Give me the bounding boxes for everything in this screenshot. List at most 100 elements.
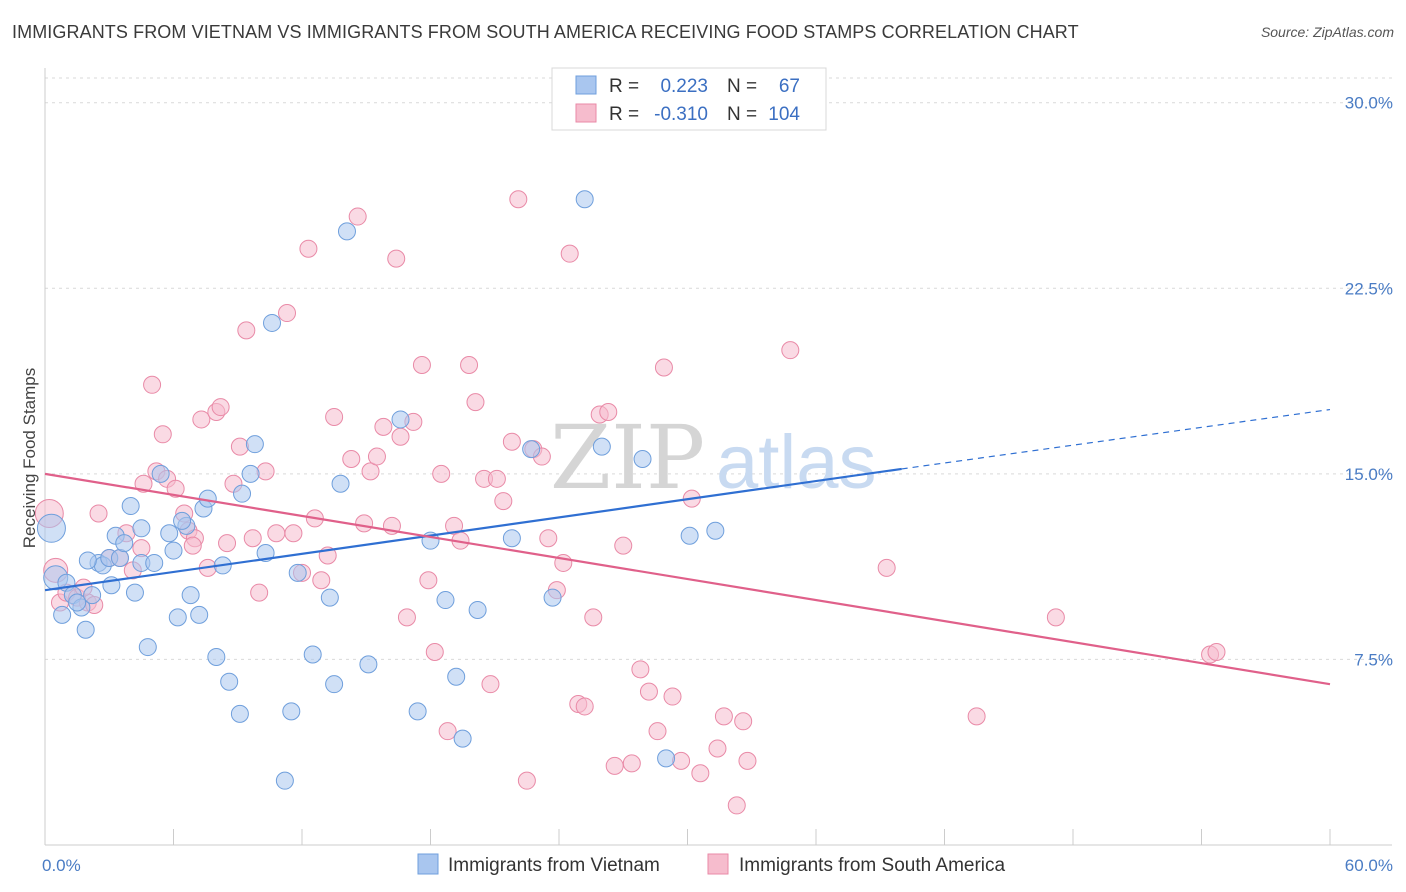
data-point	[412, 356, 431, 375]
data-point	[164, 541, 183, 560]
grid-lines	[45, 77, 1392, 660]
data-point	[967, 707, 986, 726]
data-point	[53, 605, 72, 624]
data-point	[337, 222, 356, 241]
data-point	[348, 207, 367, 226]
data-point	[83, 586, 102, 605]
data-point	[453, 729, 472, 748]
legend-r-value-vietnam: 0.223	[660, 76, 708, 97]
data-point	[781, 341, 800, 360]
trend-line-south-america	[44, 472, 1331, 686]
legend-n-value-south-america: 104	[768, 104, 800, 125]
watermark-zip: ZIP	[550, 406, 705, 509]
data-point	[325, 407, 344, 426]
data-point	[230, 437, 249, 456]
data-point	[1046, 608, 1065, 627]
data-point	[387, 249, 406, 268]
data-point	[374, 417, 393, 436]
data-point	[397, 608, 416, 627]
data-point	[543, 588, 562, 607]
bottom-legend-swatch-south-america	[707, 853, 729, 875]
data-point	[256, 462, 275, 481]
data-point	[312, 571, 331, 590]
data-point	[639, 682, 658, 701]
data-point	[438, 722, 457, 741]
trend-line-vietnam	[44, 467, 902, 592]
data-point	[522, 440, 541, 459]
data-point	[181, 586, 200, 605]
data-point	[361, 462, 380, 481]
data-point	[706, 521, 725, 540]
y-tick-label: 7.5%	[1354, 650, 1393, 669]
data-point	[466, 393, 485, 412]
data-point	[303, 645, 322, 664]
data-point	[425, 643, 444, 662]
data-point	[151, 464, 170, 483]
data-point	[218, 534, 237, 553]
chart-title: IMMIGRANTS FROM VIETNAM VS IMMIGRANTS FR…	[12, 22, 1079, 42]
data-point	[592, 437, 611, 456]
data-point	[633, 450, 652, 469]
data-point	[168, 608, 187, 627]
data-point	[220, 672, 239, 691]
data-point	[233, 484, 252, 503]
data-point	[192, 410, 211, 429]
data-point	[584, 608, 603, 627]
data-point	[263, 313, 282, 332]
data-point	[342, 450, 361, 469]
data-point	[502, 432, 521, 451]
legend-r-label-vietnam: R =	[609, 76, 639, 97]
data-point	[143, 375, 162, 394]
bottom-legend-swatch-vietnam	[417, 853, 439, 875]
data-point	[245, 435, 264, 454]
watermark: ZIP atlas	[550, 406, 877, 509]
data-point	[132, 519, 151, 538]
data-point	[153, 425, 172, 444]
series-vietnam-points	[36, 190, 725, 790]
data-point	[320, 588, 339, 607]
data-point	[288, 563, 307, 582]
data-point	[355, 514, 374, 533]
data-point	[115, 534, 134, 553]
data-point	[575, 697, 594, 716]
data-point	[190, 605, 209, 624]
data-point	[1207, 643, 1226, 662]
data-point	[78, 551, 97, 570]
data-point	[275, 771, 294, 790]
data-point	[509, 190, 528, 209]
legend-n-value-vietnam: 67	[779, 76, 800, 97]
data-point	[663, 687, 682, 706]
axes	[44, 68, 1392, 846]
data-point	[367, 447, 386, 466]
data-point	[160, 524, 179, 543]
y-axis-label: Receiving Food Stamps	[20, 368, 39, 548]
legend-swatch-vietnam	[575, 75, 597, 95]
data-point	[460, 356, 479, 375]
trend-lines	[44, 408, 1331, 686]
data-point	[166, 479, 185, 498]
bottom-legend-label-south-america: Immigrants from South America	[739, 855, 1006, 876]
data-point	[36, 513, 66, 543]
data-point	[631, 660, 650, 679]
data-point	[299, 239, 318, 258]
data-point	[241, 464, 260, 483]
data-point	[714, 707, 733, 726]
data-point	[599, 403, 618, 422]
data-point	[391, 410, 410, 429]
x-tick-label-min: 0.0%	[42, 856, 81, 875]
data-point	[502, 529, 521, 548]
data-point	[391, 427, 410, 446]
data-point	[432, 464, 451, 483]
legend-r-label-south-america: R =	[609, 104, 639, 125]
data-point	[657, 749, 676, 768]
data-point	[622, 754, 641, 773]
data-point	[68, 593, 87, 612]
source-label: Source: ZipAtlas.com	[1260, 24, 1394, 40]
data-point	[738, 751, 757, 770]
data-point	[173, 511, 192, 530]
data-point	[145, 553, 164, 572]
data-point	[230, 704, 249, 723]
data-point	[408, 702, 427, 721]
bottom-legend: Immigrants from Vietnam Immigrants from …	[417, 853, 1006, 876]
